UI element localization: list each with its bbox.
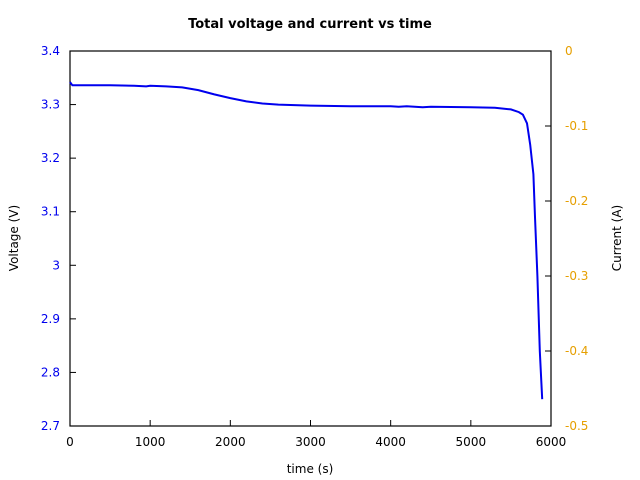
x-tick-label: 5000 xyxy=(456,435,487,449)
y2-tick-label: -0.1 xyxy=(565,119,588,133)
y-tick-label: 2.9 xyxy=(41,312,60,326)
y-tick-label: 3.3 xyxy=(41,98,60,112)
voltage-series-line xyxy=(69,81,544,400)
y2-tick-label: -0.3 xyxy=(565,269,588,283)
y2-tick-label: -0.2 xyxy=(565,194,588,208)
y-tick-label: 2.7 xyxy=(41,419,60,433)
left-axis-voltage: 2.7 2.8 2.9 3 3.1 3.2 3.3 3.4 xyxy=(41,44,76,433)
y2-tick-label: -0.5 xyxy=(565,419,588,433)
y-tick-label: 3.2 xyxy=(41,151,60,165)
y-tick-label: 3.4 xyxy=(41,44,60,58)
x-tick-label: 0 xyxy=(66,435,74,449)
x-tick-label: 3000 xyxy=(295,435,326,449)
y-axis-label-current: Current (A) xyxy=(610,205,624,271)
y2-tick-label: -0.4 xyxy=(565,344,588,358)
chart-title: Total voltage and current vs time xyxy=(188,17,432,32)
x-axis-time: 0 1000 2000 3000 4000 5000 6000 xyxy=(66,420,566,449)
x-axis-label: time (s) xyxy=(287,462,334,476)
y-tick-label: 3 xyxy=(52,258,60,272)
x-tick-label: 1000 xyxy=(135,435,166,449)
x-tick-label: 6000 xyxy=(536,435,567,449)
right-axis-current: -0.5 -0.4 -0.3 -0.2 -0.1 0 xyxy=(545,44,588,433)
x-tick-label: 2000 xyxy=(215,435,246,449)
x-tick-label: 4000 xyxy=(375,435,406,449)
y2-tick-label: 0 xyxy=(565,44,573,58)
y-tick-label: 2.8 xyxy=(41,365,60,379)
y-tick-label: 3.1 xyxy=(41,205,60,219)
y-axis-label-voltage: Voltage (V) xyxy=(7,205,21,271)
